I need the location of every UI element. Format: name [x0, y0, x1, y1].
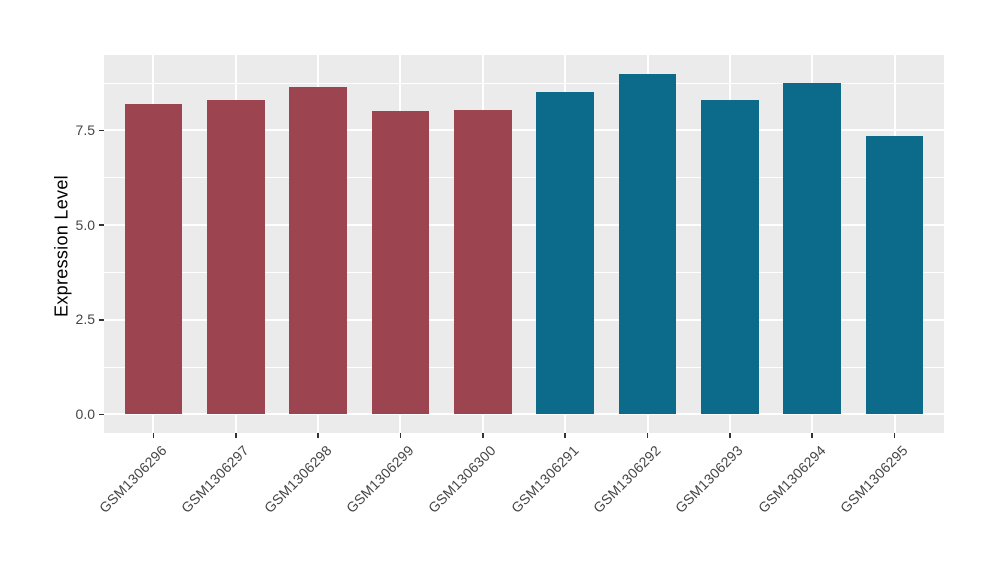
x-tick-label: GSM1306294 — [754, 442, 829, 516]
x-tick-mark — [399, 433, 402, 438]
bar-GSM1306294 — [783, 83, 842, 415]
y-tick-label: 2.5 — [75, 311, 95, 328]
y-axis-title: Expression Level — [51, 175, 72, 317]
y-gridline-minor — [104, 366, 944, 368]
bar-GSM1306300 — [454, 109, 512, 415]
x-tick-mark — [482, 433, 484, 438]
x-tick-mark — [317, 433, 319, 438]
y-gridline-major — [104, 224, 944, 227]
x-tick-label: GSM1306293 — [672, 442, 747, 516]
y-tick-mark — [99, 413, 104, 416]
x-tick-label: GSM1306300 — [425, 442, 500, 516]
bar-GSM1306291 — [536, 92, 594, 415]
y-gridline-major — [104, 413, 944, 416]
x-tick-label: GSM1306291 — [507, 442, 582, 516]
x-tick-label: GSM1306298 — [260, 442, 335, 516]
plot-panel — [104, 55, 944, 433]
bar-GSM1306297 — [206, 100, 265, 415]
x-tick-label: GSM1306299 — [342, 442, 417, 516]
x-tick-mark — [564, 433, 566, 438]
y-tick-label: 7.5 — [75, 121, 95, 138]
x-tick-mark — [646, 433, 649, 438]
y-tick-label: 5.0 — [75, 216, 95, 233]
x-tick-mark — [811, 433, 813, 438]
y-tick-label: 0.0 — [75, 405, 95, 422]
y-tick-mark — [99, 129, 104, 132]
bar-GSM1306299 — [371, 111, 430, 415]
x-tick-label: GSM1306295 — [837, 442, 911, 516]
y-gridline-minor — [104, 177, 944, 179]
bar-GSM1306292 — [618, 73, 677, 415]
y-gridline-minor — [104, 271, 944, 273]
x-tick-mark — [893, 433, 896, 438]
y-tick-mark — [99, 319, 104, 321]
x-tick-mark — [729, 433, 731, 438]
bar-GSM1306298 — [289, 86, 347, 415]
y-gridline-major — [104, 318, 944, 321]
x-tick-label: GSM1306297 — [178, 442, 253, 516]
y-gridline-major — [104, 129, 944, 132]
x-tick-mark — [152, 433, 155, 438]
y-gridline-minor — [104, 82, 944, 84]
x-tick-label: GSM1306296 — [95, 442, 170, 516]
bar-GSM1306293 — [701, 100, 759, 415]
y-tick-mark — [99, 224, 104, 226]
x-tick-mark — [235, 433, 237, 438]
bar-GSM1306296 — [124, 103, 183, 415]
x-tick-label: GSM1306292 — [590, 442, 664, 516]
bar-GSM1306295 — [865, 136, 924, 415]
